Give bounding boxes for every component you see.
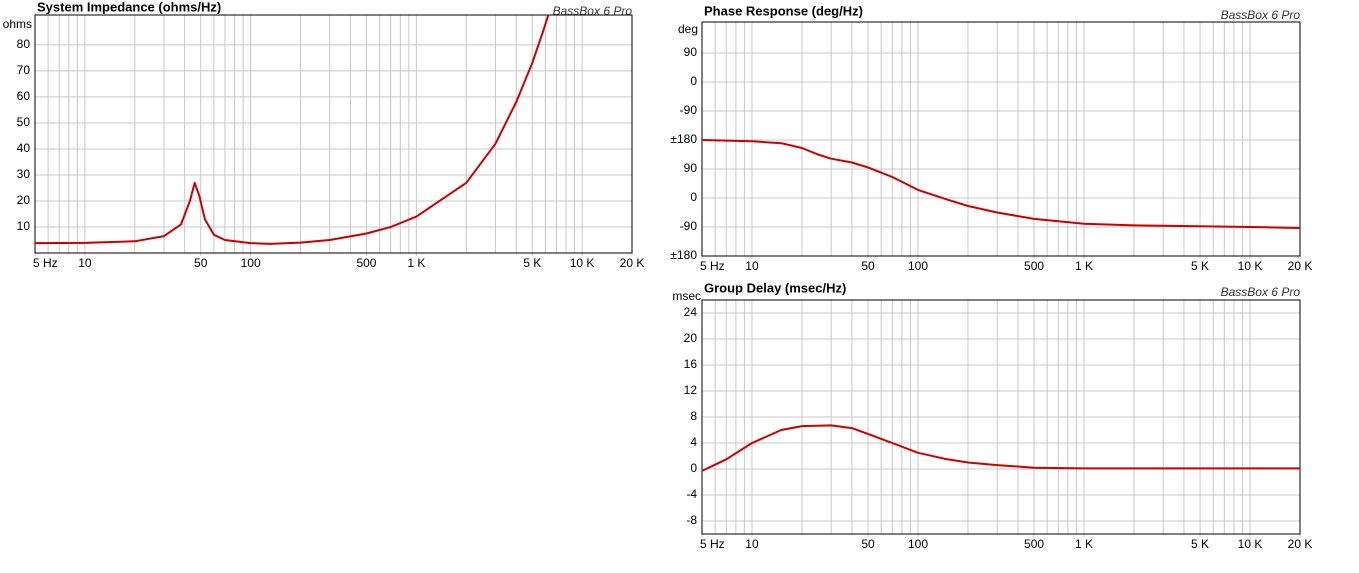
y-tick-label: 10 bbox=[17, 219, 31, 233]
brand-label: BassBox 6 Pro bbox=[553, 4, 633, 18]
x-tick-label: 10 bbox=[78, 256, 92, 270]
y-tick-label: ±180 bbox=[670, 132, 697, 146]
x-tick-label: 20 K bbox=[1288, 537, 1313, 551]
x-tick-label: 100 bbox=[241, 256, 261, 270]
y-axis-label: deg bbox=[678, 22, 698, 36]
y-tick-label: 30 bbox=[17, 167, 31, 181]
y-tick-label: 24 bbox=[684, 305, 698, 319]
x-tick-label: 500 bbox=[356, 256, 376, 270]
x-tick-label: 20 K bbox=[620, 256, 645, 270]
x-tick-label: 5 K bbox=[523, 256, 541, 270]
x-tick-label: 500 bbox=[1024, 259, 1044, 273]
y-tick-label: 12 bbox=[684, 383, 698, 397]
x-tick-label: 10 K bbox=[570, 256, 595, 270]
x-tick-label: 10 bbox=[745, 537, 759, 551]
x-tick-label: 20 K bbox=[1288, 259, 1313, 273]
y-tick-label: 16 bbox=[684, 357, 698, 371]
x-tick-label: 100 bbox=[908, 537, 928, 551]
y-tick-label: -90 bbox=[680, 219, 698, 233]
x-tick-label: 5 K bbox=[1191, 259, 1209, 273]
y-tick-label: 0 bbox=[690, 74, 697, 88]
y-tick-label: 0 bbox=[690, 190, 697, 204]
x-tick-label: 5 Hz bbox=[700, 537, 725, 551]
x-tick-label: 1 K bbox=[407, 256, 425, 270]
brand-label: BassBox 6 Pro bbox=[1221, 8, 1301, 22]
plot-frame bbox=[701, 299, 1301, 535]
y-tick-label: 20 bbox=[17, 193, 31, 207]
y-tick-label: 40 bbox=[17, 141, 31, 155]
y-tick-label: 70 bbox=[17, 63, 31, 77]
x-tick-label: 5 Hz bbox=[700, 259, 725, 273]
y-tick-label: -8 bbox=[686, 513, 697, 527]
y-tick-label: 20 bbox=[684, 331, 698, 345]
x-tick-label: 5 Hz bbox=[33, 256, 58, 270]
plot-frame bbox=[701, 21, 1301, 257]
y-tick-label: 8 bbox=[690, 409, 697, 423]
y-axis-label: ohms bbox=[3, 17, 32, 31]
y-tick-label: 4 bbox=[690, 435, 697, 449]
y-tick-label: -4 bbox=[686, 487, 697, 501]
plot-frame bbox=[34, 14, 633, 254]
x-tick-label: 50 bbox=[194, 256, 208, 270]
chart-title: Group Delay (msec/Hz) bbox=[704, 280, 846, 295]
x-tick-label: 500 bbox=[1024, 537, 1044, 551]
chart-title: Phase Response (deg/Hz) bbox=[704, 3, 863, 18]
x-tick-label: 1 K bbox=[1075, 537, 1093, 551]
x-tick-label: 100 bbox=[908, 259, 928, 273]
brand-label: BassBox 6 Pro bbox=[1221, 285, 1301, 299]
chart-title: System Impedance (ohms/Hz) bbox=[37, 0, 221, 14]
y-tick-label: 0 bbox=[690, 461, 697, 475]
x-tick-label: 10 bbox=[745, 259, 759, 273]
y-tick-label: 60 bbox=[17, 89, 31, 103]
y-tick-label: ±180 bbox=[670, 248, 697, 262]
x-tick-label: 50 bbox=[861, 537, 875, 551]
y-tick-label: 90 bbox=[684, 45, 698, 59]
y-tick-label: 90 bbox=[684, 161, 698, 175]
series-line bbox=[34, 14, 550, 245]
y-tick-label: 80 bbox=[17, 37, 31, 51]
x-tick-label: 50 bbox=[861, 259, 875, 273]
x-tick-label: 5 K bbox=[1191, 537, 1209, 551]
series-line bbox=[701, 139, 1301, 229]
y-tick-label: 50 bbox=[17, 115, 31, 129]
x-tick-label: 1 K bbox=[1075, 259, 1093, 273]
series-line bbox=[701, 424, 1300, 472]
y-axis-label: msec bbox=[672, 289, 701, 303]
x-tick-label: 10 K bbox=[1238, 259, 1263, 273]
y-tick-label: -90 bbox=[680, 103, 698, 117]
x-tick-label: 10 K bbox=[1238, 537, 1263, 551]
